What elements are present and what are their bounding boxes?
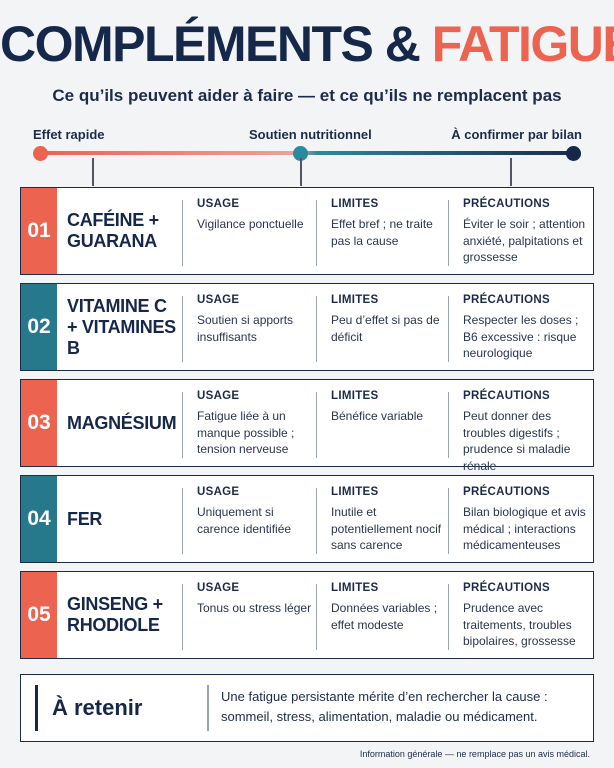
precautions-cell: PRÉCAUTIONS Respecter les doses ; B6 exc…: [448, 294, 593, 362]
row-number: 01: [21, 188, 57, 274]
page-subtitle: Ce qu’ils peuvent aider à faire — et ce …: [52, 86, 562, 105]
scale-label-mid: Soutien nutritionnel: [249, 127, 372, 142]
usage-heading: USAGE: [197, 294, 240, 306]
retenir-text: Une fatigue persistante mérite d’en rech…: [221, 689, 548, 724]
limites-heading: LIMITES: [331, 390, 379, 402]
supplement-name: MAGNÉSIUM: [67, 412, 177, 433]
limites-text: Peu d’effet si pas de déficit: [331, 313, 440, 344]
precautions-text: Bilan biologique et avis médical ; inter…: [463, 505, 586, 552]
limites-text: Effet bref ; ne traite pas la cause: [331, 217, 433, 248]
usage-cell: USAGE Uniquement si carence identifiée: [182, 486, 316, 554]
scale-dot-right: [566, 146, 581, 161]
limites-cell: LIMITES Données variables ; effet modest…: [316, 582, 448, 650]
supplement-row: 05 GINSENG + RHODIOLE USAGE Tonus ou str…: [20, 571, 594, 659]
usage-text: Tonus ou stress léger: [197, 601, 312, 615]
precautions-cell: PRÉCAUTIONS Bilan biologique et avis méd…: [448, 486, 593, 554]
precautions-heading: PRÉCAUTIONS: [463, 294, 551, 306]
supplement-name: FER: [67, 508, 103, 529]
footer-disclaimer: Information générale — ne remplace pas u…: [359, 749, 590, 759]
supplement-name: GINSENG + RHODIOLE: [67, 594, 163, 635]
retenir-heading: À retenir: [35, 685, 205, 731]
precautions-text: Prudence avec traitements, troubles bipo…: [463, 601, 576, 648]
precautions-text: Respecter les doses ; B6 excessive : ris…: [463, 313, 579, 360]
limites-cell: LIMITES Peu d’effet si pas de déficit: [316, 294, 448, 362]
usage-cell: USAGE Soutien si apports insuffisants: [182, 294, 316, 362]
retenir-box: À retenir Une fatigue persistante mérite…: [20, 674, 594, 742]
row-number: 03: [21, 380, 57, 466]
scale-dot-left: [33, 146, 48, 161]
usage-text: Fatigue liée à un manque possible ; tens…: [197, 409, 295, 456]
limites-heading: LIMITES: [331, 294, 379, 306]
scale-tick: [300, 158, 302, 186]
usage-heading: USAGE: [197, 582, 240, 594]
row-number: 04: [21, 476, 57, 562]
usage-cell: USAGE Tonus ou stress léger: [182, 582, 316, 650]
limites-heading: LIMITES: [331, 198, 379, 210]
limites-text: Inutile et potentiellement nocif sans ca…: [331, 505, 442, 552]
supplement-row: 02 VITAMINE C + VITAMINES B USAGE Soutie…: [20, 283, 594, 371]
precautions-heading: PRÉCAUTIONS: [463, 486, 551, 498]
row-number: 02: [21, 284, 57, 370]
usage-heading: USAGE: [197, 390, 240, 402]
limites-cell: LIMITES Effet bref ; ne traite pas la ca…: [316, 198, 448, 266]
page-title: COMPLÉMENTS & FATIGUE: [0, 14, 614, 74]
title-part-1: COMPLÉMENTS &: [0, 16, 432, 72]
usage-text: Uniquement si carence identifiée: [197, 505, 292, 536]
precautions-heading: PRÉCAUTIONS: [463, 390, 551, 402]
supplement-row: 03 MAGNÉSIUM USAGE Fatigue liée à un man…: [20, 379, 594, 473]
usage-text: Vigilance ponctuelle: [197, 217, 304, 231]
precautions-cell: PRÉCAUTIONS Éviter le soir ; attention a…: [448, 198, 593, 266]
precautions-text: Éviter le soir ; attention anxiété, palp…: [463, 217, 586, 264]
usage-heading: USAGE: [197, 198, 240, 210]
limites-text: Bénéfice variable: [331, 409, 424, 423]
scale-tick: [510, 158, 512, 186]
scale-tick: [92, 158, 94, 186]
row-number: 05: [21, 572, 57, 658]
usage-heading: USAGE: [197, 486, 240, 498]
precautions-heading: PRÉCAUTIONS: [463, 198, 551, 210]
usage-cell: USAGE Fatigue liée à un manque possible …: [182, 390, 316, 458]
limites-text: Données variables ; effet modeste: [331, 601, 438, 632]
precautions-cell: PRÉCAUTIONS Peut donner des troubles dig…: [448, 390, 593, 473]
scale-label-right: À confirmer par bilan: [451, 127, 582, 142]
limites-cell: LIMITES Bénéfice variable: [316, 390, 448, 458]
precautions-text: Peut donner des troubles digestifs ; pru…: [463, 409, 571, 473]
retenir-divider: [207, 685, 209, 731]
usage-cell: USAGE Vigilance ponctuelle: [182, 198, 316, 266]
precautions-cell: PRÉCAUTIONS Prudence avec traitements, t…: [448, 582, 593, 650]
limites-cell: LIMITES Inutile et potentiellement nocif…: [316, 486, 448, 554]
supplement-row: 01 CAFÉINE + GUARANA USAGE Vigilance pon…: [20, 187, 594, 275]
usage-text: Soutien si apports insuffisants: [197, 313, 294, 344]
supplement-name: VITAMINE C + VITAMINES B: [67, 295, 176, 358]
title-part-2: FATIGUE: [431, 16, 614, 72]
precautions-heading: PRÉCAUTIONS: [463, 582, 551, 594]
limites-heading: LIMITES: [331, 486, 379, 498]
supplement-name: CAFÉINE + GUARANA: [67, 210, 159, 251]
scale-label-left: Effet rapide: [33, 127, 105, 142]
supplement-row: 04 FER USAGE Uniquement si carence ident…: [20, 475, 594, 563]
scale-dot-mid: [293, 146, 308, 161]
limites-heading: LIMITES: [331, 582, 379, 594]
